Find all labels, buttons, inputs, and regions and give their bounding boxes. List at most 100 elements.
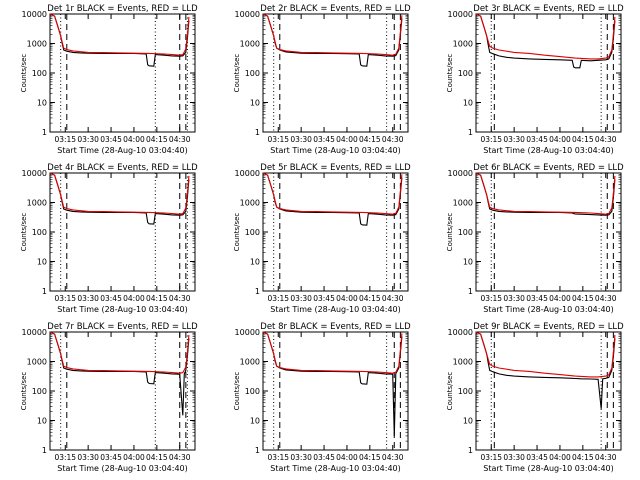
x-tick-label: 03:30 [77,294,99,303]
x-axis-label: Start Time (28-Aug-10 03:04:40) [57,464,188,473]
y-tick-label: 1 [255,287,260,296]
y-tick-label: 1 [255,128,260,137]
x-axis-label: Start Time (28-Aug-10 03:04:40) [57,305,188,314]
y-tick-label: 10 [37,99,47,108]
x-tick-label: 03:30 [503,453,525,462]
y-tick-label: 1 [255,446,260,455]
panel-6: Det 6r BLACK = Events, RED = LLD 1 10 100 10… [446,163,624,314]
plot-frame [49,172,196,292]
y-tick-label: 100 [245,228,260,237]
y-tick-label: 10000 [235,328,260,337]
panel-title: Det 4r BLACK = Events, RED = LLD [47,163,198,173]
y-tick-label: 1000 [27,199,47,208]
y-tick-label: 100 [245,69,260,78]
x-tick-label: 04:30 [169,453,191,462]
x-axis-label: Start Time (28-Aug-10 03:04:40) [270,305,401,314]
panel-7: Det 7r BLACK = Events, RED = LLD 1 10 100 10… [20,322,198,473]
x-tick-label: 03:45 [526,453,548,462]
x-tick-label: 04:30 [169,135,191,144]
y-tick-label: 1000 [453,199,473,208]
x-tick-label: 03:15 [54,453,76,462]
y-tick-label: 10 [37,417,47,426]
panel-title: Det 9r BLACK = Events, RED = LLD [473,322,624,332]
y-tick-label: 1000 [27,358,47,367]
x-tick-label: 03:45 [313,135,335,144]
x-axis-label: Start Time (28-Aug-10 03:04:40) [483,464,614,473]
y-axis-label: Counts/sec [446,54,454,93]
x-axis-label: Start Time (28-Aug-10 03:04:40) [483,305,614,314]
y-tick-label: 100 [458,69,473,78]
series-lld-line [262,331,403,374]
x-tick-label: 04:15 [146,135,168,144]
y-tick-label: 10 [250,417,260,426]
x-tick-label: 03:15 [54,135,76,144]
panel-title: Det 6r BLACK = Events, RED = LLD [473,163,624,173]
y-axis-label: Counts/sec [446,372,454,411]
x-axis-label: Start Time (28-Aug-10 03:04:40) [483,146,614,155]
y-axis-label: Counts/sec [233,372,241,411]
y-tick-label: 1000 [453,40,473,49]
series-events-line [49,172,190,225]
panel-title: Det 1r BLACK = Events, RED = LLD [47,4,198,14]
y-axis-label: Counts/sec [233,213,241,252]
series-events-line [49,13,190,67]
y-tick-label: 1000 [240,358,260,367]
x-axis-label: Start Time (28-Aug-10 03:04:40) [270,146,401,155]
y-tick-label: 100 [458,228,473,237]
series-lld-line [475,331,616,378]
y-tick-label: 10000 [22,328,47,337]
x-tick-label: 04:15 [146,453,168,462]
panel-5: Det 5r BLACK = Events, RED = LLD 1 10 100 10… [233,163,411,314]
y-tick-label: 1 [42,287,47,296]
panel-title: Det 5r BLACK = Events, RED = LLD [260,163,411,173]
x-tick-label: 04:30 [382,135,404,144]
y-tick-label: 1000 [240,199,260,208]
x-tick-label: 03:15 [267,453,289,462]
y-tick-label: 100 [32,387,47,396]
plot-frame [49,331,196,451]
y-tick-label: 1 [42,446,47,455]
x-tick-label: 03:30 [503,294,525,303]
x-tick-label: 03:15 [267,294,289,303]
x-tick-label: 03:45 [100,453,122,462]
x-axis-label: Start Time (28-Aug-10 03:04:40) [270,464,401,473]
x-tick-label: 04:00 [336,135,358,144]
x-tick-label: 04:15 [359,294,381,303]
x-tick-label: 04:15 [572,453,594,462]
y-tick-label: 10000 [22,169,47,178]
y-tick-label: 1 [42,128,47,137]
x-tick-label: 04:30 [169,294,191,303]
panel-title: Det 3r BLACK = Events, RED = LLD [473,4,624,14]
x-tick-label: 04:15 [359,453,381,462]
series-lld-line [262,13,403,56]
series-events-line [475,172,616,216]
x-tick-label: 04:00 [549,294,571,303]
x-tick-label: 04:15 [572,135,594,144]
y-tick-label: 10000 [448,328,473,337]
panel-9: Det 9r BLACK = Events, RED = LLD 1 10 100 10… [446,322,624,473]
x-tick-label: 03:30 [503,135,525,144]
panel-8: Det 8r BLACK = Events, RED = LLD 1 10 100 10… [233,322,411,473]
x-tick-label: 03:15 [267,135,289,144]
x-tick-label: 04:00 [123,453,145,462]
y-tick-label: 10 [463,417,473,426]
panel-1: Det 1r BLACK = Events, RED = LLD 1 10 100 10… [20,4,198,155]
x-tick-label: 03:15 [480,294,502,303]
y-tick-label: 10 [250,99,260,108]
x-tick-label: 04:00 [549,453,571,462]
y-tick-label: 10000 [448,10,473,19]
x-tick-label: 03:15 [480,453,502,462]
x-tick-label: 03:30 [290,453,312,462]
panel-title: Det 8r BLACK = Events, RED = LLD [260,322,411,332]
x-tick-label: 04:00 [123,294,145,303]
y-axis-label: Counts/sec [20,54,28,93]
panel-title: Det 7r BLACK = Events, RED = LLD [47,322,198,332]
y-tick-label: 100 [32,69,47,78]
x-tick-label: 04:30 [382,453,404,462]
y-tick-label: 10000 [235,169,260,178]
y-tick-label: 1 [468,128,473,137]
x-axis-label: Start Time (28-Aug-10 03:04:40) [57,146,188,155]
y-tick-label: 1000 [27,40,47,49]
plot-frame [475,172,622,292]
